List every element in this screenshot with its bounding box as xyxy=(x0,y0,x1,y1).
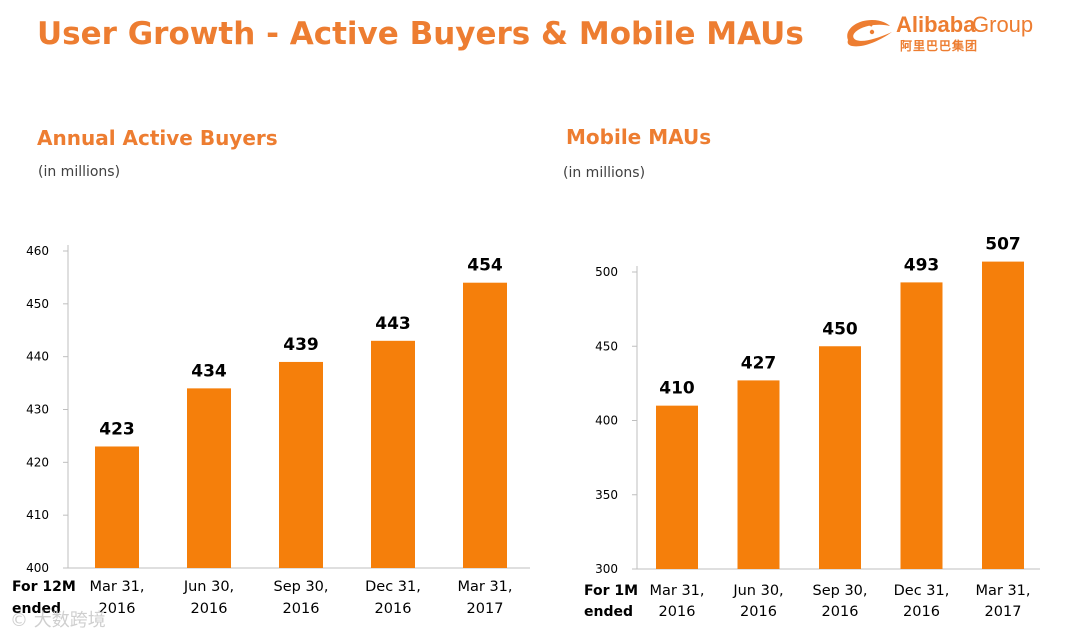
active-buyers-category-label: 2016 xyxy=(283,601,320,617)
mobile-maus-period-label: ended xyxy=(584,604,633,620)
active-buyers-category-label: 2016 xyxy=(375,601,412,617)
alibaba-group-logo: Alibaba Group 阿里巴巴集团 xyxy=(842,12,1057,54)
mobile-maus-category-label: 2017 xyxy=(985,604,1022,620)
logo-brand-text: Alibaba xyxy=(896,12,976,37)
active-buyers-bar xyxy=(187,388,231,568)
mobile-maus-category-label: 2016 xyxy=(740,604,777,620)
active-buyers-value-label: 454 xyxy=(467,256,503,276)
active-buyers-category-label: 2016 xyxy=(191,601,228,617)
mobile-maus-period-label: For 1M xyxy=(584,583,638,599)
mobile-maus-category-label: Dec 31, xyxy=(894,583,950,599)
active-buyers-value-label: 439 xyxy=(283,335,319,355)
unit-note-mobile-maus: (in millions) xyxy=(563,165,646,181)
mobile-maus-value-label: 450 xyxy=(822,319,858,339)
mobile-maus-y-tick-label: 400 xyxy=(595,414,618,428)
mobile-maus-value-label: 410 xyxy=(659,379,695,399)
mobile-maus-category-label: 2016 xyxy=(659,604,696,620)
active-buyers-y-tick-label: 450 xyxy=(26,297,49,311)
active-buyers-category-label: Jun 30, xyxy=(183,579,234,595)
mobile-maus-y-tick-label: 350 xyxy=(595,488,618,502)
mobile-maus-value-label: 493 xyxy=(904,255,940,275)
mobile-maus-category-label: Jun 30, xyxy=(732,583,783,599)
mobile-maus-bar xyxy=(900,282,943,569)
mobile-maus-y-tick-label: 450 xyxy=(595,339,618,353)
page-title: User Growth - Active Buyers & Mobile MAU… xyxy=(37,16,804,52)
mobile-maus-category-label: 2016 xyxy=(903,604,940,620)
mobile-maus-bar xyxy=(819,346,861,569)
active-buyers-y-tick-label: 420 xyxy=(26,455,49,469)
active-buyers-bar xyxy=(371,340,415,568)
active-buyers-category-label: Mar 31, xyxy=(457,579,512,595)
active-buyers-value-label: 443 xyxy=(375,314,411,334)
active-buyers-y-tick-label: 430 xyxy=(26,403,49,417)
mobile-maus-bar xyxy=(656,405,698,569)
active-buyers-period-label: For 12M xyxy=(12,579,76,595)
active-buyers-period-label: ended xyxy=(12,601,61,617)
active-buyers-category-label: 2016 xyxy=(99,601,136,617)
active-buyers-value-label: 423 xyxy=(99,419,135,439)
active-buyers-y-tick-label: 400 xyxy=(26,561,49,575)
alibaba-smile-icon xyxy=(847,20,892,47)
active-buyers-y-tick-label: 460 xyxy=(26,244,49,258)
logo-chinese-text: 阿里巴巴集团 xyxy=(900,39,979,53)
mobile-maus-bar xyxy=(737,380,780,569)
chart-title-mobile-maus: Mobile MAUs xyxy=(566,125,712,149)
active-buyers-bar xyxy=(463,282,507,568)
active-buyers-bar xyxy=(279,361,323,568)
watermark-text: 大数跨境 xyxy=(33,610,106,631)
logo-group-text: Group xyxy=(972,12,1034,37)
mobile-maus-category-label: Mar 31, xyxy=(649,583,704,599)
unit-note-active-buyers: (in millions) xyxy=(38,164,121,180)
watermark-icon: © xyxy=(10,610,28,631)
mobile-maus-category-label: Mar 31, xyxy=(975,583,1030,599)
active-buyers-bar xyxy=(95,446,139,568)
mobile-maus-category-label: Sep 30, xyxy=(813,583,868,599)
mobile-maus-y-tick-label: 300 xyxy=(595,562,618,576)
mobile-maus-value-label: 427 xyxy=(741,353,777,373)
active-buyers-category-label: Dec 31, xyxy=(365,579,421,595)
active-buyers-value-label: 434 xyxy=(191,361,227,381)
mobile-maus-value-label: 507 xyxy=(985,235,1021,255)
active-buyers-y-tick-label: 410 xyxy=(26,508,49,522)
mobile-maus-category-label: 2016 xyxy=(822,604,859,620)
active-buyers-y-tick-label: 440 xyxy=(26,350,49,364)
watermark: © 大数跨境 xyxy=(10,606,106,632)
mobile-maus-bar xyxy=(982,261,1024,569)
active-buyers-category-label: Mar 31, xyxy=(89,579,144,595)
mobile-maus-y-tick-label: 500 xyxy=(595,265,618,279)
chart-title-active-buyers: Annual Active Buyers xyxy=(37,126,278,150)
active-buyers-category-label: Sep 30, xyxy=(274,579,329,595)
active-buyers-category-label: 2017 xyxy=(467,601,504,617)
